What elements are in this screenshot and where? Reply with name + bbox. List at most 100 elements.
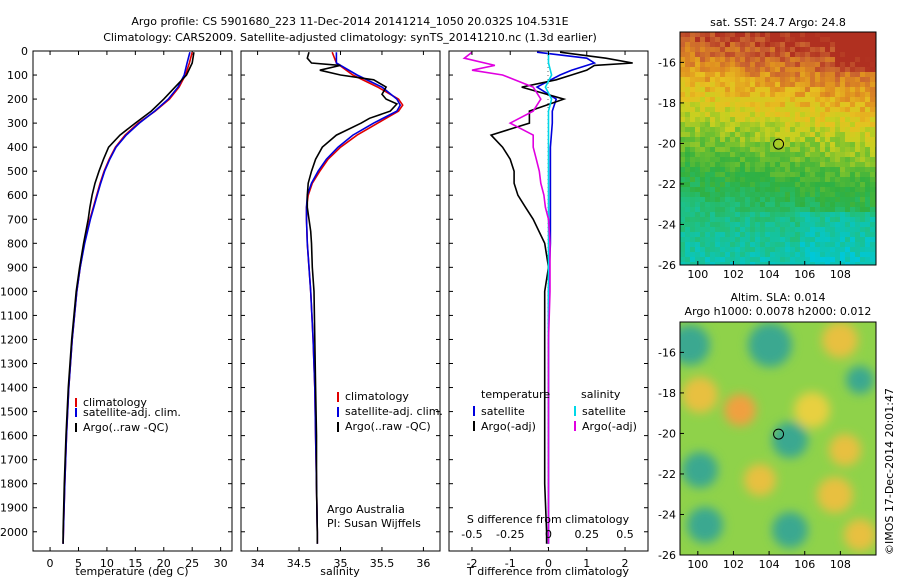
sst-cell [795, 202, 800, 207]
sst-cell [810, 87, 815, 92]
y-tick-label: 1700 [0, 454, 28, 467]
sst-cell [800, 57, 805, 62]
sst-cell [775, 227, 780, 232]
sst-cell [845, 222, 850, 227]
sst-cell [795, 77, 800, 82]
sst-cell [790, 177, 795, 182]
sst-cell [690, 132, 695, 137]
sst-cell [735, 67, 740, 72]
sst-cell [855, 192, 860, 197]
sst-cell [745, 72, 750, 77]
sst-cell [815, 62, 820, 67]
sst-cell [840, 147, 845, 152]
sst-cell [795, 237, 800, 242]
sst-cell [830, 147, 835, 152]
sst-cell [730, 137, 735, 142]
sla-anomaly [682, 377, 718, 413]
sst-cell [835, 82, 840, 87]
sst-cell [700, 147, 705, 152]
sst-cell [845, 257, 850, 262]
argo-credit-line1: Argo Australia [327, 503, 405, 516]
sst-cell [725, 252, 730, 257]
sst-cell [690, 107, 695, 112]
sst-cell [750, 87, 755, 92]
sst-cell [720, 222, 725, 227]
sst-cell [840, 92, 845, 97]
sst-cell [870, 37, 875, 42]
sst-cell [700, 192, 705, 197]
sst-cell [720, 82, 725, 87]
sst-cell [840, 222, 845, 227]
sst-cell [710, 252, 715, 257]
sst-cell [710, 127, 715, 132]
sst-cell [800, 87, 805, 92]
x-tick-label: 2 [622, 557, 629, 570]
sst-cell [750, 207, 755, 212]
figure-title-line1: Argo profile: CS 5901680_223 11-Dec-2014… [131, 15, 568, 28]
sst-cell [685, 62, 690, 67]
sst-cell [765, 172, 770, 177]
sst-cell [780, 252, 785, 257]
sst-cell [695, 207, 700, 212]
sst-cell [720, 112, 725, 117]
sst-cell [720, 117, 725, 122]
sst-cell [780, 87, 785, 92]
sst-cell [740, 92, 745, 97]
sst-cell [740, 242, 745, 247]
sst-cell [755, 122, 760, 127]
sst-cell [815, 72, 820, 77]
sst-cell [830, 207, 835, 212]
sst-cell [825, 192, 830, 197]
sst-cell [795, 177, 800, 182]
sst-cell [845, 207, 850, 212]
sst-cell [840, 62, 845, 67]
sst-cell [830, 217, 835, 222]
sst-cell [725, 82, 730, 87]
sst-cell [705, 207, 710, 212]
sst-cell [710, 162, 715, 167]
sst-cell [790, 207, 795, 212]
sst-cell [705, 37, 710, 42]
sst-cell [720, 172, 725, 177]
sst-cell [705, 197, 710, 202]
sst-cell [810, 157, 815, 162]
sst-cell [785, 192, 790, 197]
sst-cell [870, 202, 875, 207]
sst-cell [785, 77, 790, 82]
sst-cell [685, 232, 690, 237]
sst-cell [775, 252, 780, 257]
sst-cell [735, 32, 740, 37]
sst-cell [835, 257, 840, 262]
sst-cell [795, 242, 800, 247]
sst-cell [825, 187, 830, 192]
sst-cell [725, 137, 730, 142]
sst-cell [695, 102, 700, 107]
sst-cell [680, 152, 685, 157]
sst-cell [700, 82, 705, 87]
sst-cell [830, 257, 835, 262]
argo-position-marker [773, 428, 785, 440]
sst-cell [830, 172, 835, 177]
sst-cell [685, 112, 690, 117]
sst-cell [825, 252, 830, 257]
sst-cell [780, 197, 785, 202]
sst-cell [705, 132, 710, 137]
sst-cell [785, 202, 790, 207]
sst-cell [810, 172, 815, 177]
sst-cell [705, 162, 710, 167]
sst-cell [755, 262, 760, 265]
sst-cell [775, 52, 780, 57]
sst-cell [725, 257, 730, 262]
sst-cell [710, 62, 715, 67]
sst-cell [705, 242, 710, 247]
sst-cell [735, 117, 740, 122]
sst-cell [815, 42, 820, 47]
sst-cell [685, 147, 690, 152]
sst-cell [870, 102, 875, 107]
sst-cell [770, 42, 775, 47]
sst-cell [715, 212, 720, 217]
sst-cell [860, 72, 865, 77]
sst-cell [790, 77, 795, 82]
sst-cell [770, 202, 775, 207]
sst-cell [735, 137, 740, 142]
